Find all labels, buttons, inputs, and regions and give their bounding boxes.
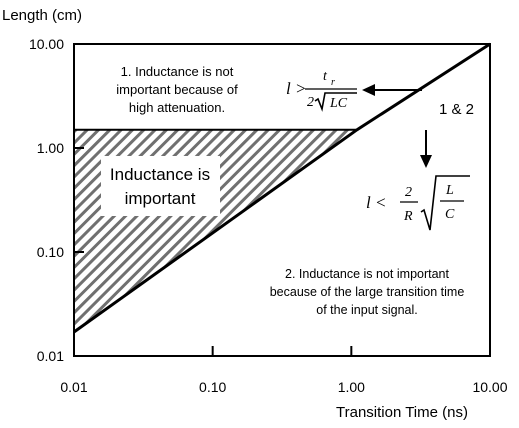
formula1-den-radicand: LC: [329, 96, 348, 111]
y-tick-label: 10.00: [29, 36, 64, 52]
y-axis-label: Length (cm): [2, 7, 82, 24]
plot-frame: [73, 43, 491, 357]
formula2-numerator: 2: [405, 185, 412, 200]
region2-line: because of the large transition time: [270, 285, 465, 299]
formula2-rad-numerator: L: [445, 183, 454, 198]
arrow-left-to-formula1: [362, 84, 422, 96]
arrow-down-to-formula2: [420, 130, 432, 168]
formula2-lhs: l <: [366, 193, 386, 212]
y-tick-label: 1.00: [37, 140, 64, 156]
region1-annotation: 1. Inductance is not important because o…: [116, 64, 238, 115]
region1-line: high attenuation.: [129, 100, 225, 115]
formula1-numerator: t: [323, 69, 328, 84]
important-annotation: Inductance is important: [110, 165, 210, 208]
y-tick-label: 0.10: [37, 244, 64, 260]
axis-ticks: [74, 147, 353, 356]
x-axis-label: Transition Time (ns): [336, 404, 468, 421]
series-lines: [73, 42, 491, 334]
formula2-rad-denominator: C: [445, 207, 455, 222]
region1-line: 1. Inductance is not: [121, 64, 234, 79]
both-regions-label: 1 & 2: [439, 101, 474, 118]
formula1: l > t r 2 LC: [286, 69, 357, 112]
formula1-numerator-sub: r: [331, 77, 335, 88]
x-tick-label: 0.01: [60, 379, 87, 395]
region1-line: important because of: [116, 82, 238, 97]
x-tick-label: 10.00: [472, 379, 507, 395]
region2-line: of the input signal.: [316, 303, 417, 317]
region2-annotation: 2. Inductance is not important because o…: [270, 267, 465, 317]
region2-line: 2. Inductance is not important: [285, 267, 450, 281]
y-tick-label: 0.01: [37, 348, 64, 364]
important-line: Inductance is: [110, 165, 210, 184]
important-label-box: [101, 156, 220, 216]
formula2: l < 2 R L C: [366, 175, 470, 231]
formula1-den-coef: 2: [307, 95, 314, 110]
x-tick-label: 1.00: [338, 379, 365, 395]
axis-tick-labels: 0.01 0.10 1.00 10.00 0.01 0.10 1.00 10.00: [29, 36, 508, 395]
important-line: important: [125, 189, 196, 208]
formula2-denominator: R: [403, 209, 413, 224]
formula1-lhs: l >: [286, 79, 306, 98]
x-tick-label: 0.10: [199, 379, 226, 395]
